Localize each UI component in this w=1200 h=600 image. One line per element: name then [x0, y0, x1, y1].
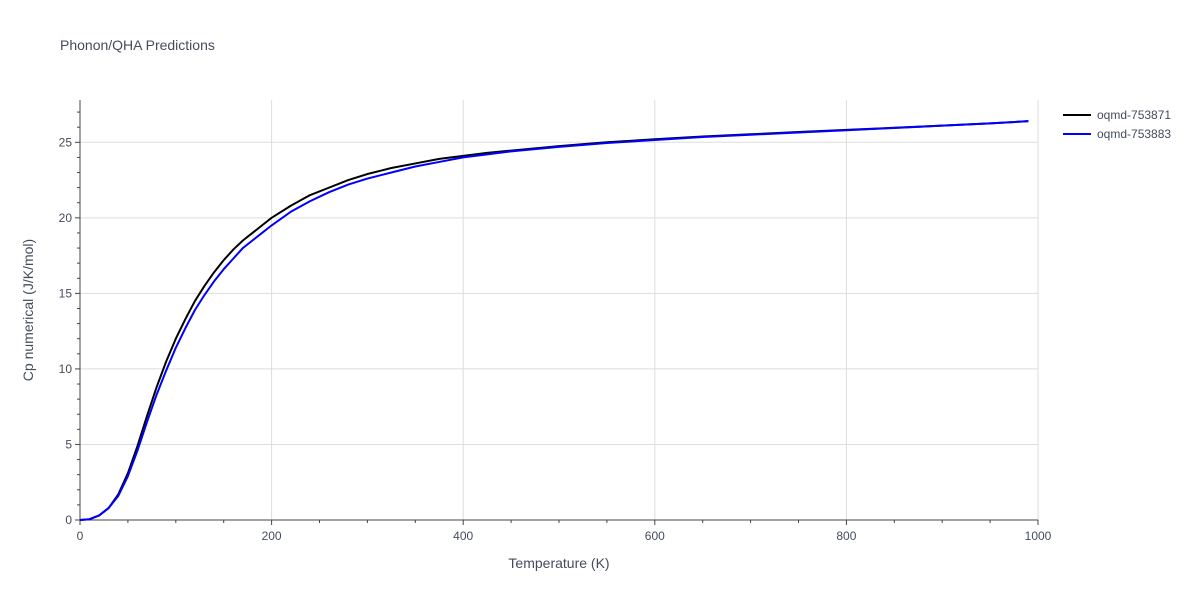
series-line-0[interactable] — [79, 120, 1029, 521]
legend-label-0: oqmd-753871 — [1097, 108, 1171, 122]
series-line-1[interactable] — [79, 120, 1029, 521]
plot-area — [79, 120, 1029, 521]
y-tick-label-5: 25 — [59, 135, 73, 149]
y-tick-label-0: 0 — [65, 513, 72, 527]
grid — [80, 100, 1039, 520]
legend-item[interactable]: oqmd-753883 — [1063, 127, 1171, 141]
y-tick-label-2: 10 — [59, 362, 73, 376]
legend-item[interactable]: oqmd-753871 — [1063, 108, 1171, 122]
legend: oqmd-753871 oqmd-753883 — [1063, 108, 1171, 141]
x-tick-label-3: 600 — [645, 529, 665, 543]
y-tick-label-1: 5 — [65, 437, 72, 451]
y-tick-label-3: 15 — [59, 286, 73, 300]
x-tick-label-0: 0 — [77, 529, 84, 543]
x-axis-title: Temperature (K) — [508, 555, 609, 571]
chart-title: Phonon/QHA Predictions — [60, 37, 215, 53]
x-tick-label-5: 1000 — [1025, 529, 1052, 543]
x-tick-label-1: 200 — [262, 529, 282, 543]
y-axis-title: Cp numerical (J/K/mol) — [20, 239, 36, 381]
legend-label-1: oqmd-753883 — [1097, 127, 1171, 141]
axes: 0 200 400 600 800 1000 0 5 10 15 20 25 — [59, 100, 1052, 543]
y-tick-label-4: 20 — [59, 211, 73, 225]
x-tick-label-2: 400 — [453, 529, 473, 543]
x-tick-label-4: 800 — [836, 529, 856, 543]
